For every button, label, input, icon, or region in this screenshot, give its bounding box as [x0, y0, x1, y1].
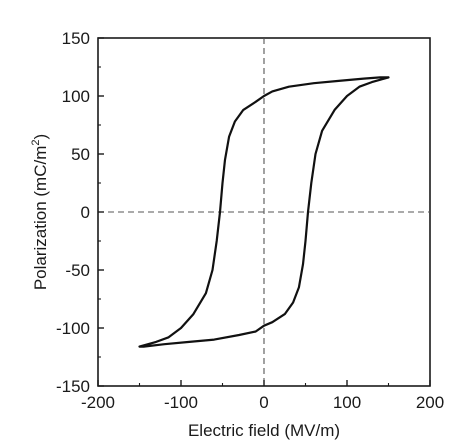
- y-tick-label: 100: [62, 87, 90, 106]
- y-tick-label: 150: [62, 29, 90, 48]
- x-tick-label: -100: [164, 393, 198, 412]
- x-tick-label: -200: [81, 393, 115, 412]
- x-tick-label: 100: [333, 393, 361, 412]
- tick-labels: -200 -100 0 100 200 150 100 50 0 -50 -100 -150: [56, 29, 444, 412]
- y-axis-title-main: Polarization (mC/m: [31, 146, 50, 291]
- x-tick-label: 200: [416, 393, 444, 412]
- y-tick-label: 50: [71, 145, 90, 164]
- reference-lines: [98, 38, 430, 386]
- y-axis-title-sup: 2: [30, 140, 42, 146]
- hysteresis-loop-line: [138, 76, 390, 348]
- x-tick-label: 0: [259, 393, 268, 412]
- y-axis-title-end: ): [31, 134, 50, 140]
- y-axis-title: Polarization (mC/m2): [30, 134, 50, 290]
- series-group: [138, 76, 390, 348]
- y-tick-label: -100: [56, 319, 90, 338]
- ticks: [97, 37, 431, 387]
- y-tick-label: -50: [65, 261, 90, 280]
- x-axis-title: Electric field (MV/m): [188, 421, 340, 440]
- y-tick-label: 0: [81, 203, 90, 222]
- y-tick-label: -150: [56, 377, 90, 396]
